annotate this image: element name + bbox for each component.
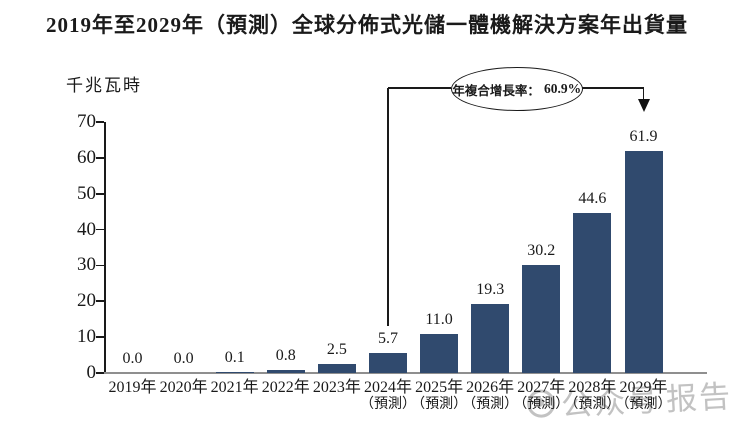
x-axis-forecast-label: （預測）: [615, 397, 672, 412]
bar-value-label: 0.0: [122, 350, 143, 367]
y-tick-label: 50: [77, 182, 96, 204]
bar: [369, 352, 407, 373]
y-tick-label: 60: [77, 146, 96, 168]
x-axis-label: 2020年: [159, 379, 208, 396]
x-axis-label: 2025年 （預測）: [411, 379, 468, 412]
y-axis-unit-label: 千兆瓦時: [66, 76, 142, 95]
x-axis-label: 2019年: [108, 379, 157, 396]
bar: [624, 151, 663, 373]
x-axis-label: 2028年 （預測）: [564, 379, 621, 412]
bar-value-label: 11.0: [425, 310, 453, 328]
bar: [215, 371, 254, 373]
y-tick-label: 10: [77, 326, 96, 348]
annotation-arrow-down-icon: [637, 99, 650, 112]
bar-value-label: 0.0: [173, 350, 194, 367]
chart-title: 2019年至2029年（預測）全球分佈式光儲一體機解決方案年出貨量: [46, 13, 688, 37]
bar-value-label: 30.2: [527, 241, 556, 259]
bar: [420, 333, 459, 373]
y-tick-label: 30: [77, 254, 96, 276]
y-axis: [104, 122, 106, 373]
bar-value-label: 2.5: [326, 341, 347, 359]
bar-value-label: 61.9: [629, 128, 658, 146]
annotation-cagr-label: 年複合增長率：: [452, 83, 540, 98]
bar: [522, 264, 561, 373]
x-axis-label: 2021年: [210, 379, 259, 396]
x-axis-label: 2027年 （預測）: [513, 379, 570, 412]
y-tick-label: 20: [77, 290, 96, 312]
x-axis-label: 2022年: [261, 379, 310, 396]
annotation-connector-left-horizontal: [388, 87, 451, 89]
x-axis-label: 2023年: [312, 379, 361, 396]
bar-value-label: 5.7: [378, 329, 398, 347]
bar: [573, 213, 612, 373]
y-tick-mark: [96, 372, 104, 374]
x-axis-label: 2024年 （預測）: [360, 379, 416, 412]
bar-value-label: 0.1: [224, 348, 245, 366]
y-tick-mark: [96, 336, 104, 338]
y-tick-mark: [96, 157, 104, 159]
bar-value-label: 19.3: [476, 280, 505, 298]
annotation-connector-left-vertical: [387, 88, 389, 326]
y-tick-mark: [96, 300, 104, 303]
x-axis-baseline: [104, 372, 707, 374]
x-axis-forecast-label: （預測）: [513, 397, 570, 412]
annotation-cagr-ellipse: 年複合增長率： 60.9%: [450, 67, 583, 111]
x-axis-forecast-label: （預測）: [462, 397, 519, 412]
bar: [471, 303, 510, 373]
annotation-cagr-value: 60.9%: [543, 81, 582, 96]
bar-value-label: 44.6: [578, 190, 607, 208]
x-axis-forecast-label: （預測）: [411, 397, 468, 412]
x-axis-forecast-label: （預測）: [564, 397, 621, 412]
bar: [266, 370, 305, 373]
x-axis-label: 2026年 （預測）: [462, 379, 519, 412]
bar-value-label: 0.8: [275, 347, 296, 365]
y-tick-mark: [96, 264, 104, 267]
y-tick-mark: [96, 121, 104, 123]
y-tick-label: 70: [77, 111, 96, 132]
annotation-connector-right-horizontal: [580, 87, 644, 89]
x-axis-forecast-label: （預測）: [360, 397, 416, 412]
bar: [317, 364, 356, 373]
y-tick-mark: [96, 228, 104, 231]
y-tick-label: 40: [77, 218, 96, 240]
x-axis-label: 2029年 （預測）: [615, 379, 672, 412]
y-tick-label: 0: [86, 362, 97, 383]
annotation-connector-right-vertical: [642, 88, 645, 100]
y-tick-mark: [96, 192, 104, 195]
